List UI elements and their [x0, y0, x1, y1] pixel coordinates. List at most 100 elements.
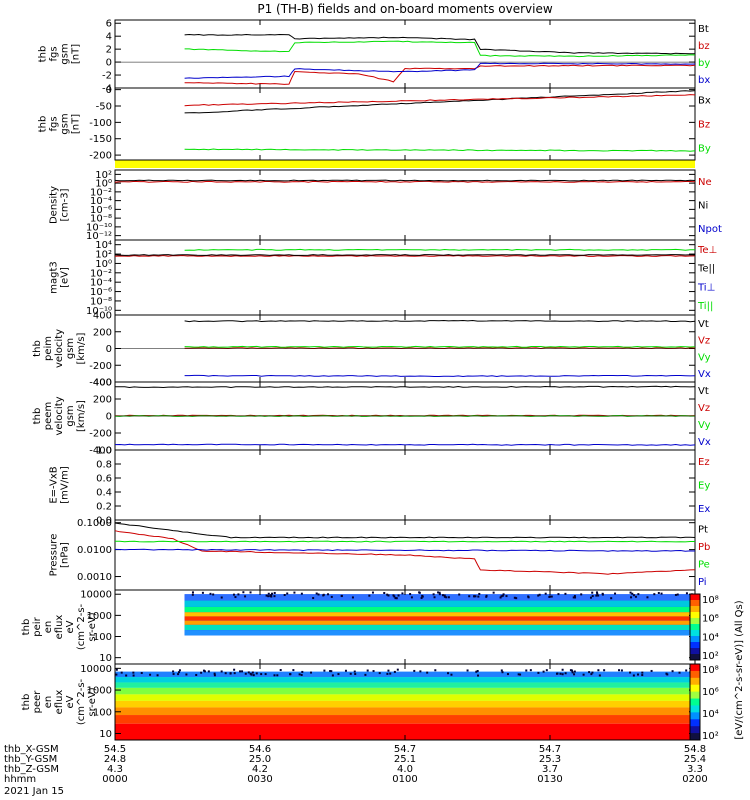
spectrogram-speckle — [574, 671, 576, 673]
legend-entry: Ey — [698, 481, 710, 492]
legend-entry: Bx — [698, 96, 711, 107]
spectrogram-speckle — [214, 674, 216, 676]
spectrogram-speckle — [234, 672, 236, 674]
spectrogram-speckle — [248, 671, 250, 673]
spectrogram-speckle — [115, 674, 117, 676]
spectrogram-speckle — [322, 594, 324, 596]
panel-efield: 0.00.20.40.60.81.0E=-VxB [mV/m] — [49, 446, 696, 527]
series-line-Vx — [115, 444, 695, 445]
spectrogram-speckle — [149, 674, 151, 676]
spectrogram-speckle — [635, 596, 637, 598]
spectrogram-speckle — [141, 672, 143, 674]
spectrogram-speckle — [310, 672, 312, 674]
ephemeris-value: 0000 — [102, 774, 127, 785]
y-axis-label: [nT] — [71, 114, 82, 134]
spectrogram-speckle — [327, 593, 329, 595]
spectrogram-speckle — [433, 593, 435, 595]
spectrogram-speckle — [212, 593, 214, 595]
spectrogram-speckle — [331, 596, 333, 598]
legend-entry: Pt — [698, 524, 708, 535]
spectrogram-speckle — [274, 674, 276, 676]
series-line-bz — [185, 65, 695, 84]
spectrogram-speckle — [549, 596, 551, 598]
y-axis-label: en — [43, 621, 54, 634]
spectrogram-speckle — [458, 593, 460, 595]
colorbar-segment — [690, 685, 700, 692]
spectrogram-speckle — [444, 595, 446, 597]
spectrogram-speckle — [387, 670, 389, 672]
spectrogram-band-1 — [115, 677, 695, 682]
legend-entry: Ez — [698, 457, 710, 468]
spectrogram-speckle — [368, 595, 370, 597]
spectrogram-speckle — [434, 596, 436, 598]
series-line-Ti|| — [185, 249, 695, 250]
colorbar-segment — [690, 678, 700, 685]
spectrogram-speckle — [653, 593, 655, 595]
spectrogram-speckle — [221, 670, 223, 672]
spectrogram-speckle — [383, 592, 385, 594]
spectrogram-speckle — [266, 595, 268, 597]
spectrogram-speckle — [276, 674, 278, 676]
panel-magt3: 10⁴10²10⁰10⁻²10⁻⁴10⁻⁶10⁻⁸10⁻¹⁰magt3 [eV] — [49, 240, 696, 317]
ephemeris-value: 0100 — [392, 774, 417, 785]
spectrogram-speckle — [341, 595, 343, 597]
spectrogram-speckle — [574, 595, 576, 597]
y-tick-label: 200 — [93, 395, 112, 406]
y-axis-label: peer — [32, 690, 43, 714]
spectrogram-speckle — [172, 670, 174, 672]
spectrogram-speckle — [493, 592, 495, 594]
legend-entry: bz — [698, 41, 710, 52]
spectrogram-band-5 — [185, 621, 695, 625]
spectrogram-speckle — [658, 592, 660, 594]
spectrogram-speckle — [614, 593, 616, 595]
spectrogram-speckle — [299, 673, 301, 675]
spectrogram-speckle — [551, 596, 553, 598]
spectrogram-speckle — [352, 596, 354, 598]
spectrogram-speckle — [518, 673, 520, 675]
y-axis-label: thb — [32, 340, 43, 357]
y-tick-label: -50 — [96, 102, 112, 113]
spectrogram-speckle — [467, 669, 469, 671]
colorbar-segment — [690, 624, 700, 631]
y-axis-label: [nPa] — [60, 542, 71, 568]
spectrogram-speckle — [192, 594, 194, 596]
panel-peim: -400 -200 0 200 400 thb peim velocity gsm [km/s] — [32, 311, 695, 389]
colorbar-segment — [690, 606, 700, 613]
spectrogram-speckle — [157, 674, 159, 676]
spectrogram-band-0 — [185, 594, 695, 600]
spectrogram-speckle — [591, 592, 593, 594]
y-axis-label: Pressure — [49, 534, 60, 577]
spectrogram-speckle — [350, 673, 352, 675]
spectrogram-speckle — [675, 594, 677, 596]
spectrogram-speckle — [373, 670, 375, 672]
y-tick-label: 0 — [106, 58, 112, 69]
spectrogram-speckle — [413, 670, 415, 672]
y-tick-label: 0 — [106, 412, 112, 423]
spectrogram-speckle — [379, 672, 381, 674]
spectrogram-speckle — [562, 673, 564, 675]
spectrogram-speckle — [629, 672, 631, 674]
spectrogram-speckle — [292, 669, 294, 671]
colorbar-label: 10⁶ — [702, 614, 719, 625]
legend-entry: Bz — [698, 120, 710, 131]
spectrogram-speckle — [562, 669, 564, 671]
y-axis-label: peim — [43, 336, 54, 361]
y-tick-label: 200 — [93, 327, 112, 338]
spectrogram-speckle — [590, 597, 592, 599]
spectrogram-speckle — [597, 669, 599, 671]
spectrogram-speckle — [234, 596, 236, 598]
y-tick-label: 4 — [106, 32, 112, 43]
spectrogram-speckle — [571, 669, 573, 671]
spectrogram-speckle — [539, 594, 541, 596]
spectrogram-band-1 — [185, 601, 695, 607]
spectrogram-speckle — [525, 669, 527, 671]
y-tick-label: 0.0010 — [77, 572, 112, 583]
spectrogram-speckle — [268, 593, 270, 595]
y-axis-label: sr-eV) — [87, 687, 98, 716]
y-axis-label: (cm^2-s- — [76, 603, 87, 650]
colorbar-title: [eV/(cm^2-s-sr-eV)] (All Qs) — [734, 600, 745, 739]
spectrogram-speckle — [323, 670, 325, 672]
spectrogram-speckle — [434, 669, 436, 671]
plot-title: P1 (TH-B) fields and on-board moments ov… — [257, 2, 553, 16]
spectrogram-speckle — [641, 672, 643, 674]
